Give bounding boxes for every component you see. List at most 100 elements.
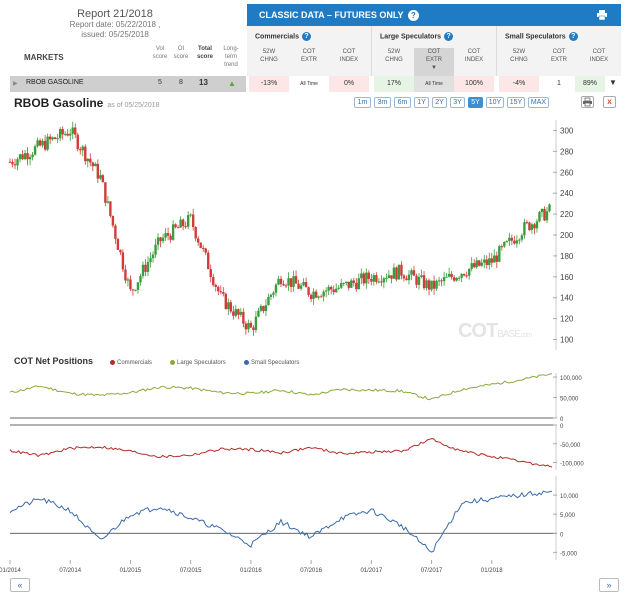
- candle-body: [347, 281, 350, 288]
- x-tick-label: 07/2014: [59, 568, 81, 574]
- candle-body: [186, 215, 190, 227]
- ls-cot-extr: All Time: [414, 76, 454, 92]
- cot-banner-label: CLASSIC DATA – FUTURES ONLY: [259, 10, 404, 20]
- cot-series-line: [9, 373, 553, 401]
- candle-body: [475, 260, 478, 268]
- comm-cot-extr: All Time: [300, 81, 318, 87]
- candle-body: [111, 215, 115, 226]
- ls-52w-chng: 17%: [374, 76, 414, 92]
- group-divider: [371, 26, 372, 76]
- market-name[interactable]: RBOB GASOLINE: [26, 79, 84, 86]
- candle-body: [370, 278, 373, 282]
- range-button-3y[interactable]: 3Y: [450, 97, 465, 108]
- prev-button[interactable]: «: [10, 578, 30, 592]
- candle-body: [239, 311, 243, 315]
- close-chart-button[interactable]: x: [603, 96, 616, 108]
- candle-body: [528, 222, 531, 231]
- candle-body: [503, 241, 506, 247]
- candle-body: [267, 296, 270, 306]
- candle-body: [149, 258, 152, 263]
- candle-body: [252, 327, 255, 330]
- watermark-main: COT: [458, 320, 498, 342]
- candle-body: [179, 219, 182, 228]
- price-tick-label: 140: [560, 294, 574, 303]
- candle-body: [131, 289, 135, 291]
- group-divider: [496, 26, 497, 76]
- cot-tick-label: 10,000: [560, 494, 579, 500]
- col-52w-chng[interactable]: 52W CHNG: [260, 49, 278, 63]
- market-row-rbob[interactable]: ▶ RBOB GASOLINE 5 8 13 ▲ -13% All Time 0…: [0, 76, 625, 92]
- candle-body: [525, 222, 529, 224]
- next-button[interactable]: »: [599, 578, 619, 592]
- candle-body: [380, 281, 383, 283]
- candle-body: [518, 239, 521, 241]
- candle-body: [335, 288, 338, 293]
- candle-body: [488, 258, 491, 266]
- candle-body: [340, 283, 343, 288]
- candle-body: [304, 282, 308, 288]
- range-button-1y[interactable]: 1Y: [414, 97, 429, 108]
- help-icon[interactable]: ?: [407, 10, 419, 22]
- report-issued: issued: 05/25/2018: [81, 30, 149, 39]
- legend-small-speculators[interactable]: Small Speculators: [244, 360, 299, 366]
- legend-commercials[interactable]: Commercials: [110, 360, 152, 366]
- trend-header: Long- term trend: [223, 46, 239, 68]
- candle-body: [81, 146, 84, 151]
- col-cot-extr[interactable]: COT EXTR: [300, 49, 317, 63]
- candle-body: [26, 153, 29, 160]
- candle-body: [43, 140, 47, 150]
- legend-dot: [110, 360, 115, 365]
- range-button-1m[interactable]: 1m: [354, 97, 371, 108]
- print-chart-button[interactable]: [581, 96, 594, 108]
- candle-body: [465, 275, 468, 277]
- chart-title: RBOB Gasoline as of 05/25/2018: [14, 96, 160, 110]
- col-cot-extr[interactable]: COT EXTR: [550, 49, 567, 63]
- candle-body: [287, 278, 290, 286]
- candle-body: [410, 270, 413, 275]
- candle-body: [385, 278, 388, 280]
- range-button-5y[interactable]: 5Y: [468, 97, 483, 108]
- col-52w-chng[interactable]: 52W CHNG: [385, 49, 403, 63]
- col-cot-index[interactable]: COT INDEX: [589, 49, 609, 63]
- col-cot-extr-sorted[interactable]: COT EXTR ▼: [414, 48, 454, 76]
- candle-body: [119, 249, 122, 253]
- help-icon[interactable]: ?: [301, 32, 311, 41]
- row-expand-icon[interactable]: ▶: [13, 81, 18, 87]
- candle-body: [234, 309, 238, 316]
- group-title-commercials: Commercials?: [255, 32, 311, 41]
- candle-body: [375, 275, 378, 282]
- candle-body: [478, 260, 481, 266]
- col-52w-chng[interactable]: 52W CHNG: [510, 49, 528, 63]
- range-button-6m[interactable]: 6m: [394, 97, 411, 108]
- cot-tick-label: 100,000: [560, 376, 582, 382]
- candle-body: [447, 273, 451, 277]
- col-cot-index[interactable]: COT INDEX: [464, 49, 484, 63]
- range-button-10y[interactable]: 10Y: [486, 97, 504, 108]
- help-icon[interactable]: ?: [444, 32, 454, 41]
- range-button-3m[interactable]: 3m: [374, 97, 391, 108]
- candle-body: [8, 161, 12, 163]
- candle-body: [435, 280, 438, 289]
- collapse-icon[interactable]: ▼: [609, 78, 617, 87]
- candle-body: [417, 276, 421, 285]
- candle-body: [400, 264, 403, 276]
- candle-body: [332, 289, 335, 293]
- candle-body: [430, 280, 433, 290]
- candle-body: [28, 156, 32, 160]
- candle-body: [99, 175, 102, 179]
- help-icon[interactable]: ?: [568, 32, 578, 41]
- print-icon[interactable]: [597, 10, 607, 20]
- candle-body: [342, 283, 345, 285]
- candle-body: [515, 240, 519, 244]
- price-tick-label: 260: [560, 168, 574, 177]
- range-button-2y[interactable]: 2Y: [432, 97, 447, 108]
- col-cot-index[interactable]: COT INDEX: [339, 49, 359, 63]
- legend-large-speculators[interactable]: Large Speculators: [170, 360, 226, 366]
- candle-body: [61, 129, 64, 135]
- candle-body: [212, 277, 215, 286]
- candle-body: [357, 278, 360, 290]
- range-button-15y[interactable]: 15Y: [507, 97, 525, 108]
- candle-body: [257, 310, 260, 317]
- group-label: Small Speculators: [505, 33, 566, 41]
- range-button-max[interactable]: MAX: [528, 97, 549, 108]
